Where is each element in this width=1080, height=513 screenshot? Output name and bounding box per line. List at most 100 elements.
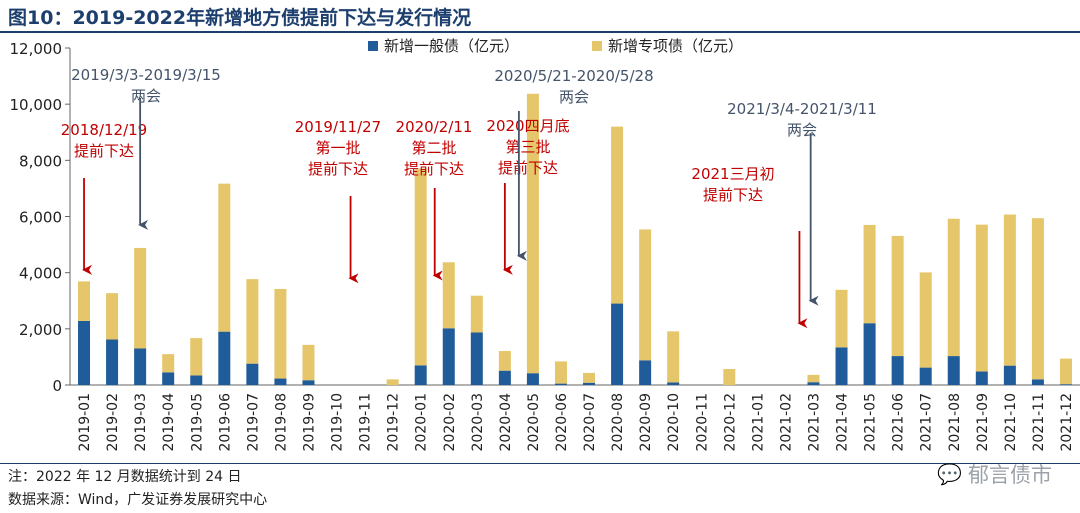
- x-tick-label: 2020-01: [414, 393, 430, 452]
- x-tick-label: 2020-05: [526, 393, 542, 452]
- x-tick-label: 2021-02: [778, 393, 794, 452]
- data-source: 数据来源：Wind，广发证券发展研究中心: [8, 492, 268, 508]
- bar-special-bond: [134, 247, 147, 349]
- bar-general-bond: [554, 383, 567, 385]
- x-tick-label: 2020-07: [582, 393, 598, 452]
- bar-special-bond: [891, 235, 904, 357]
- annotation-text: 2021三月初: [691, 165, 774, 183]
- y-tick-label: 8,000: [19, 152, 62, 170]
- bar-general-bond: [302, 380, 315, 385]
- bar-general-bond: [1003, 365, 1016, 385]
- bar-general-bond: [611, 303, 624, 385]
- bar-special-bond: [218, 183, 231, 332]
- x-tick-label: 2019-10: [330, 393, 346, 452]
- x-tick-label: 2020-09: [638, 393, 654, 452]
- annotation-text: 2018/12/19: [61, 121, 147, 139]
- legend-label-special: 新增专项债（亿元）: [608, 37, 743, 55]
- bar-special-bond: [723, 368, 736, 385]
- x-tick-label: 2019-07: [245, 393, 261, 452]
- y-tick-label: 10,000: [10, 96, 63, 114]
- bar-special-bond: [526, 93, 539, 374]
- y-tick-label: 2,000: [19, 321, 62, 339]
- x-tick-label: 2019-05: [189, 393, 205, 452]
- bar-special-bond: [863, 224, 876, 324]
- bar-special-bond: [1059, 358, 1072, 385]
- annotation-text: 2020/2/11: [396, 118, 473, 136]
- bar-general-bond: [106, 339, 119, 385]
- bar-special-bond: [302, 344, 315, 381]
- x-tick-label: 2021-12: [1059, 393, 1075, 452]
- bar-general-bond: [78, 320, 91, 385]
- annotation-text: 第二批: [411, 139, 456, 157]
- bar-special-bond: [807, 374, 820, 383]
- bar-special-bond: [414, 168, 427, 366]
- wechat-icon: 💬: [937, 462, 962, 486]
- annotation-text: 提前下达: [498, 159, 558, 177]
- bar-special-bond: [1031, 218, 1044, 380]
- bar-special-bond: [667, 331, 680, 383]
- annotation-text: 两会: [559, 88, 589, 106]
- bar-special-bond: [386, 379, 399, 385]
- bar-general-bond: [162, 372, 175, 385]
- bar-general-bond: [947, 356, 960, 385]
- y-tick-label: 12,000: [10, 40, 63, 58]
- bar-special-bond: [554, 361, 567, 384]
- x-tick-label: 2021-05: [863, 393, 879, 452]
- x-tick-label: 2019-03: [133, 393, 149, 452]
- annotation-text: 提前下达: [703, 186, 763, 204]
- bar-special-bond: [611, 126, 624, 304]
- annotation-text: 2020四月底: [486, 117, 569, 135]
- x-tick-label: 2021-11: [1031, 393, 1047, 452]
- annotation-text: 第一批: [315, 139, 360, 157]
- annotation-text: 第三批: [505, 138, 550, 156]
- bar-general-bond: [1031, 379, 1044, 385]
- figure-title: 图10：2019-2022年新增地方债提前下达与发行情况: [8, 7, 472, 29]
- x-tick-label: 2021-08: [947, 393, 963, 452]
- bar-special-bond: [78, 281, 91, 321]
- bar-general-bond: [807, 382, 820, 385]
- bar-special-bond: [583, 372, 596, 383]
- stacked-bar-chart: 0 2,000 4,000 6,000 8,000 10,000 12,000 2019-01…: [10, 37, 1080, 452]
- bar-general-bond: [975, 371, 988, 385]
- annotation-text: 两会: [787, 121, 817, 139]
- bar-general-bond: [1059, 384, 1072, 385]
- x-tick-label: 2021-07: [919, 393, 935, 452]
- bar-special-bond: [106, 293, 119, 340]
- bar-special-bond: [835, 289, 848, 348]
- annotation-text: 2020/5/21-2020/5/28: [494, 67, 653, 85]
- x-tick-label: 2021-06: [891, 393, 907, 452]
- x-tick-label: 2019-01: [77, 393, 93, 452]
- bar-special-bond: [639, 229, 652, 361]
- footer-divider: [0, 463, 1080, 464]
- annotation-text: 2019/11/27: [295, 118, 381, 136]
- bar-special-bond: [162, 354, 175, 373]
- bar-general-bond: [470, 332, 483, 385]
- x-tick-label: 2020-04: [498, 393, 514, 452]
- title-divider: [0, 31, 1080, 33]
- annotation-text: 2019/3/3-2019/3/15: [71, 66, 221, 84]
- x-tick-label: 2021-09: [975, 393, 991, 452]
- x-tick-label: 2019-04: [161, 393, 177, 452]
- bar-general-bond: [891, 356, 904, 385]
- x-tick-label: 2019-11: [358, 393, 374, 452]
- legend-label-general: 新增一般债（亿元）: [384, 37, 519, 55]
- bar-general-bond: [134, 348, 147, 385]
- bar-special-bond: [1003, 214, 1016, 366]
- annotation-text: 两会: [131, 87, 161, 105]
- bar-general-bond: [667, 382, 680, 385]
- bar-general-bond: [498, 370, 511, 385]
- x-tick-label: 2019-09: [301, 393, 317, 452]
- bar-general-bond: [583, 382, 596, 385]
- bar-special-bond: [498, 351, 511, 371]
- annotation-text: 提前下达: [404, 160, 464, 178]
- bar-general-bond: [218, 331, 231, 385]
- x-tick-label: 2021-03: [806, 393, 822, 452]
- bar-general-bond: [919, 367, 932, 385]
- x-tick-label: 2020-12: [722, 393, 738, 452]
- bar-general-bond: [863, 323, 876, 385]
- x-tick-label: 2019-08: [273, 393, 289, 452]
- bar-general-bond: [246, 363, 259, 385]
- legend-swatch-general: [368, 41, 378, 51]
- bar-special-bond: [442, 262, 455, 329]
- x-tick-label: 2021-10: [1003, 393, 1019, 452]
